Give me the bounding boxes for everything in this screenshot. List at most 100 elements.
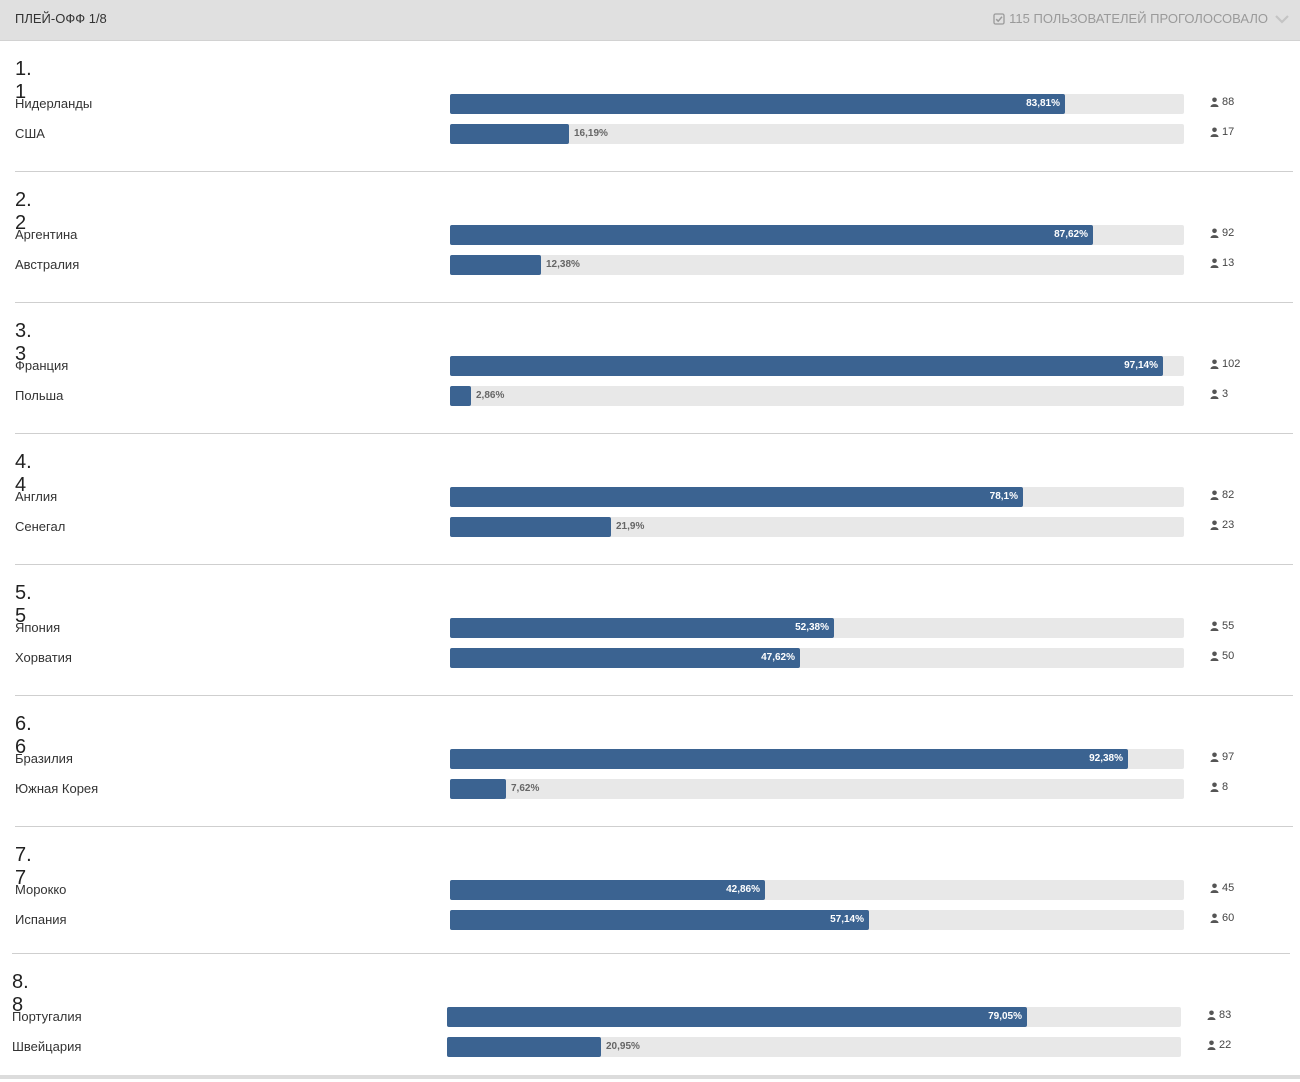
question-block: 4. 4 Англия 78,1% 82 Сенегал 21,9% 23	[15, 434, 1293, 565]
option-label: Япония	[15, 620, 61, 635]
result-bar-track: 12,38%	[450, 255, 1184, 275]
chevron-down-icon[interactable]	[1274, 13, 1290, 25]
option-label: Австралия	[15, 257, 80, 272]
question-title: 3. 3	[15, 320, 32, 365]
option-row: Япония 52,38% 55	[0, 618, 1300, 638]
voted-count-text: 115 ПОЛЬЗОВАТЕЛЕЙ ПРОГОЛОСОВАЛО	[1009, 11, 1268, 26]
question-title: 1. 1	[15, 58, 32, 103]
vote-count: 45	[1210, 881, 1234, 895]
user-icon	[1210, 490, 1219, 500]
question-title: 7. 7	[15, 844, 32, 889]
vote-count-text: 55	[1222, 620, 1235, 632]
option-row: Южная Корея 7,62% 8	[0, 779, 1300, 799]
result-bar-fill	[450, 487, 1023, 507]
option-label: Южная Корея	[15, 781, 99, 796]
result-bar-track: 21,9%	[450, 517, 1184, 537]
voted-summary[interactable]: 115 ПОЛЬЗОВАТЕЛЕЙ ПРОГОЛОСОВАЛО	[993, 11, 1290, 26]
result-bar-track: 87,62%	[450, 225, 1184, 245]
option-row: США 16,19% 17	[0, 124, 1300, 144]
user-icon	[1207, 1010, 1216, 1020]
user-icon	[1210, 359, 1219, 369]
vote-count: 83	[1207, 1008, 1231, 1022]
user-icon	[1210, 752, 1219, 762]
option-row: Нидерланды 83,81% 88	[0, 94, 1300, 114]
percent-label: 2,86%	[476, 390, 505, 401]
option-label: Сенегал	[15, 519, 66, 534]
question-block: 1. 1 Нидерланды 83,81% 88 США 16,19% 17	[15, 41, 1293, 172]
percent-label: 20,95%	[606, 1041, 640, 1052]
result-bar-fill	[450, 648, 800, 668]
question-block: 7. 7 Морокко 42,86% 45 Испания 57,14% 60	[12, 827, 1290, 954]
vote-count: 55	[1210, 619, 1234, 633]
vote-count-text: 92	[1222, 227, 1235, 239]
percent-label: 83,81%	[1026, 98, 1060, 109]
vote-count: 60	[1210, 911, 1234, 925]
result-bar-fill	[450, 94, 1065, 114]
check-square-icon	[993, 12, 1005, 25]
result-bar-fill	[450, 779, 506, 799]
result-bar-track: 7,62%	[450, 779, 1184, 799]
user-icon	[1210, 258, 1219, 268]
question-title: 8. 8	[12, 971, 29, 1016]
user-icon	[1210, 782, 1219, 792]
percent-label: 97,14%	[1124, 360, 1158, 371]
result-bar-fill	[450, 255, 541, 275]
percent-label: 87,62%	[1054, 229, 1088, 240]
question-block: 5. 5 Япония 52,38% 55 Хорватия 47,62% 50	[15, 565, 1293, 696]
option-label: Аргентина	[15, 227, 78, 242]
question-title: 4. 4	[15, 451, 32, 496]
vote-count: 97	[1210, 750, 1234, 764]
option-label: Морокко	[15, 882, 67, 897]
question-title: 5. 5	[15, 582, 32, 627]
percent-label: 21,9%	[616, 521, 645, 532]
option-row: Бразилия 92,38% 97	[0, 749, 1300, 769]
option-label: Швейцария	[12, 1039, 82, 1054]
result-bar-fill	[450, 618, 834, 638]
option-label: Испания	[15, 912, 67, 927]
vote-count: 3	[1210, 387, 1228, 401]
option-row: Англия 78,1% 82	[0, 487, 1300, 507]
poll-header[interactable]: ПЛЕЙ-ОФФ 1/8 115 ПОЛЬЗОВАТЕЛЕЙ ПРОГОЛОСО…	[0, 0, 1300, 41]
vote-count: 22	[1207, 1038, 1231, 1052]
result-bar-track: 47,62%	[450, 648, 1184, 668]
result-bar-track: 78,1%	[450, 487, 1184, 507]
question-block: 3. 3 Франция 97,14% 102 Польша 2,86% 3	[15, 303, 1293, 434]
option-label: Бразилия	[15, 751, 73, 766]
result-bar-fill	[447, 1007, 1027, 1027]
percent-label: 52,38%	[795, 622, 829, 633]
vote-count: 102	[1210, 357, 1240, 371]
result-bar-fill	[450, 910, 869, 930]
option-label: Англия	[15, 489, 58, 504]
question-title: 6. 6	[15, 713, 32, 758]
vote-count-text: 82	[1222, 489, 1235, 501]
option-row: Сенегал 21,9% 23	[0, 517, 1300, 537]
option-row: Португалия 79,05% 83	[0, 1007, 1297, 1027]
vote-count: 13	[1210, 256, 1234, 270]
vote-count-text: 83	[1219, 1009, 1232, 1021]
result-bar-fill	[450, 124, 569, 144]
option-label: США	[15, 126, 45, 141]
vote-count-text: 60	[1222, 912, 1235, 924]
user-icon	[1210, 651, 1219, 661]
vote-count: 82	[1210, 488, 1234, 502]
poll-title: ПЛЕЙ-ОФФ 1/8	[15, 11, 107, 26]
result-bar-fill	[450, 225, 1093, 245]
option-row: Франция 97,14% 102	[0, 356, 1300, 376]
vote-count-text: 45	[1222, 882, 1235, 894]
result-bar-track: 92,38%	[450, 749, 1184, 769]
percent-label: 92,38%	[1089, 753, 1123, 764]
percent-label: 42,86%	[726, 884, 760, 895]
result-bar-track: 97,14%	[450, 356, 1184, 376]
user-icon	[1210, 913, 1219, 923]
option-row: Аргентина 87,62% 92	[0, 225, 1300, 245]
option-label: Польша	[15, 388, 64, 403]
result-bar-track: 52,38%	[450, 618, 1184, 638]
question-block: 2. 2 Аргентина 87,62% 92 Австралия 12,38% 13	[15, 172, 1293, 303]
user-icon	[1207, 1040, 1216, 1050]
percent-label: 57,14%	[830, 914, 864, 925]
vote-count-text: 13	[1222, 257, 1235, 269]
vote-count: 23	[1210, 518, 1234, 532]
vote-count-text: 22	[1219, 1039, 1232, 1051]
question-block: 8. 8 Португалия 79,05% 83 Швейцария 20,95% 22	[0, 954, 1300, 1082]
user-icon	[1210, 127, 1219, 137]
